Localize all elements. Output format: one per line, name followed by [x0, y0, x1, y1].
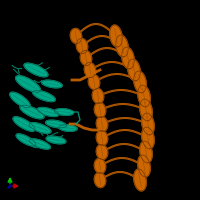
- Polygon shape: [128, 59, 140, 81]
- Polygon shape: [138, 155, 150, 177]
- Polygon shape: [122, 47, 134, 69]
- Polygon shape: [13, 117, 35, 131]
- Polygon shape: [94, 172, 106, 188]
- Polygon shape: [142, 127, 154, 149]
- Polygon shape: [88, 74, 100, 90]
- Polygon shape: [110, 25, 122, 47]
- Polygon shape: [116, 35, 128, 57]
- Polygon shape: [16, 76, 40, 92]
- Polygon shape: [16, 134, 36, 146]
- Polygon shape: [138, 85, 150, 107]
- Polygon shape: [92, 88, 104, 104]
- Polygon shape: [140, 99, 152, 121]
- Polygon shape: [96, 116, 108, 132]
- Polygon shape: [84, 62, 96, 78]
- Polygon shape: [140, 141, 152, 163]
- Polygon shape: [94, 158, 106, 174]
- Polygon shape: [46, 120, 66, 128]
- Polygon shape: [134, 169, 146, 191]
- Polygon shape: [29, 123, 51, 133]
- Polygon shape: [70, 28, 82, 44]
- Polygon shape: [96, 144, 108, 160]
- Polygon shape: [37, 108, 59, 116]
- Polygon shape: [96, 130, 108, 146]
- Polygon shape: [10, 92, 30, 108]
- Polygon shape: [30, 139, 50, 149]
- Polygon shape: [24, 63, 48, 77]
- Polygon shape: [33, 90, 55, 102]
- Polygon shape: [94, 102, 106, 118]
- Polygon shape: [20, 105, 44, 119]
- Polygon shape: [54, 109, 74, 115]
- Polygon shape: [42, 80, 62, 88]
- Polygon shape: [46, 136, 66, 144]
- Polygon shape: [80, 50, 92, 66]
- Polygon shape: [134, 71, 146, 93]
- Polygon shape: [76, 38, 88, 54]
- Polygon shape: [59, 125, 77, 131]
- Polygon shape: [142, 113, 154, 135]
